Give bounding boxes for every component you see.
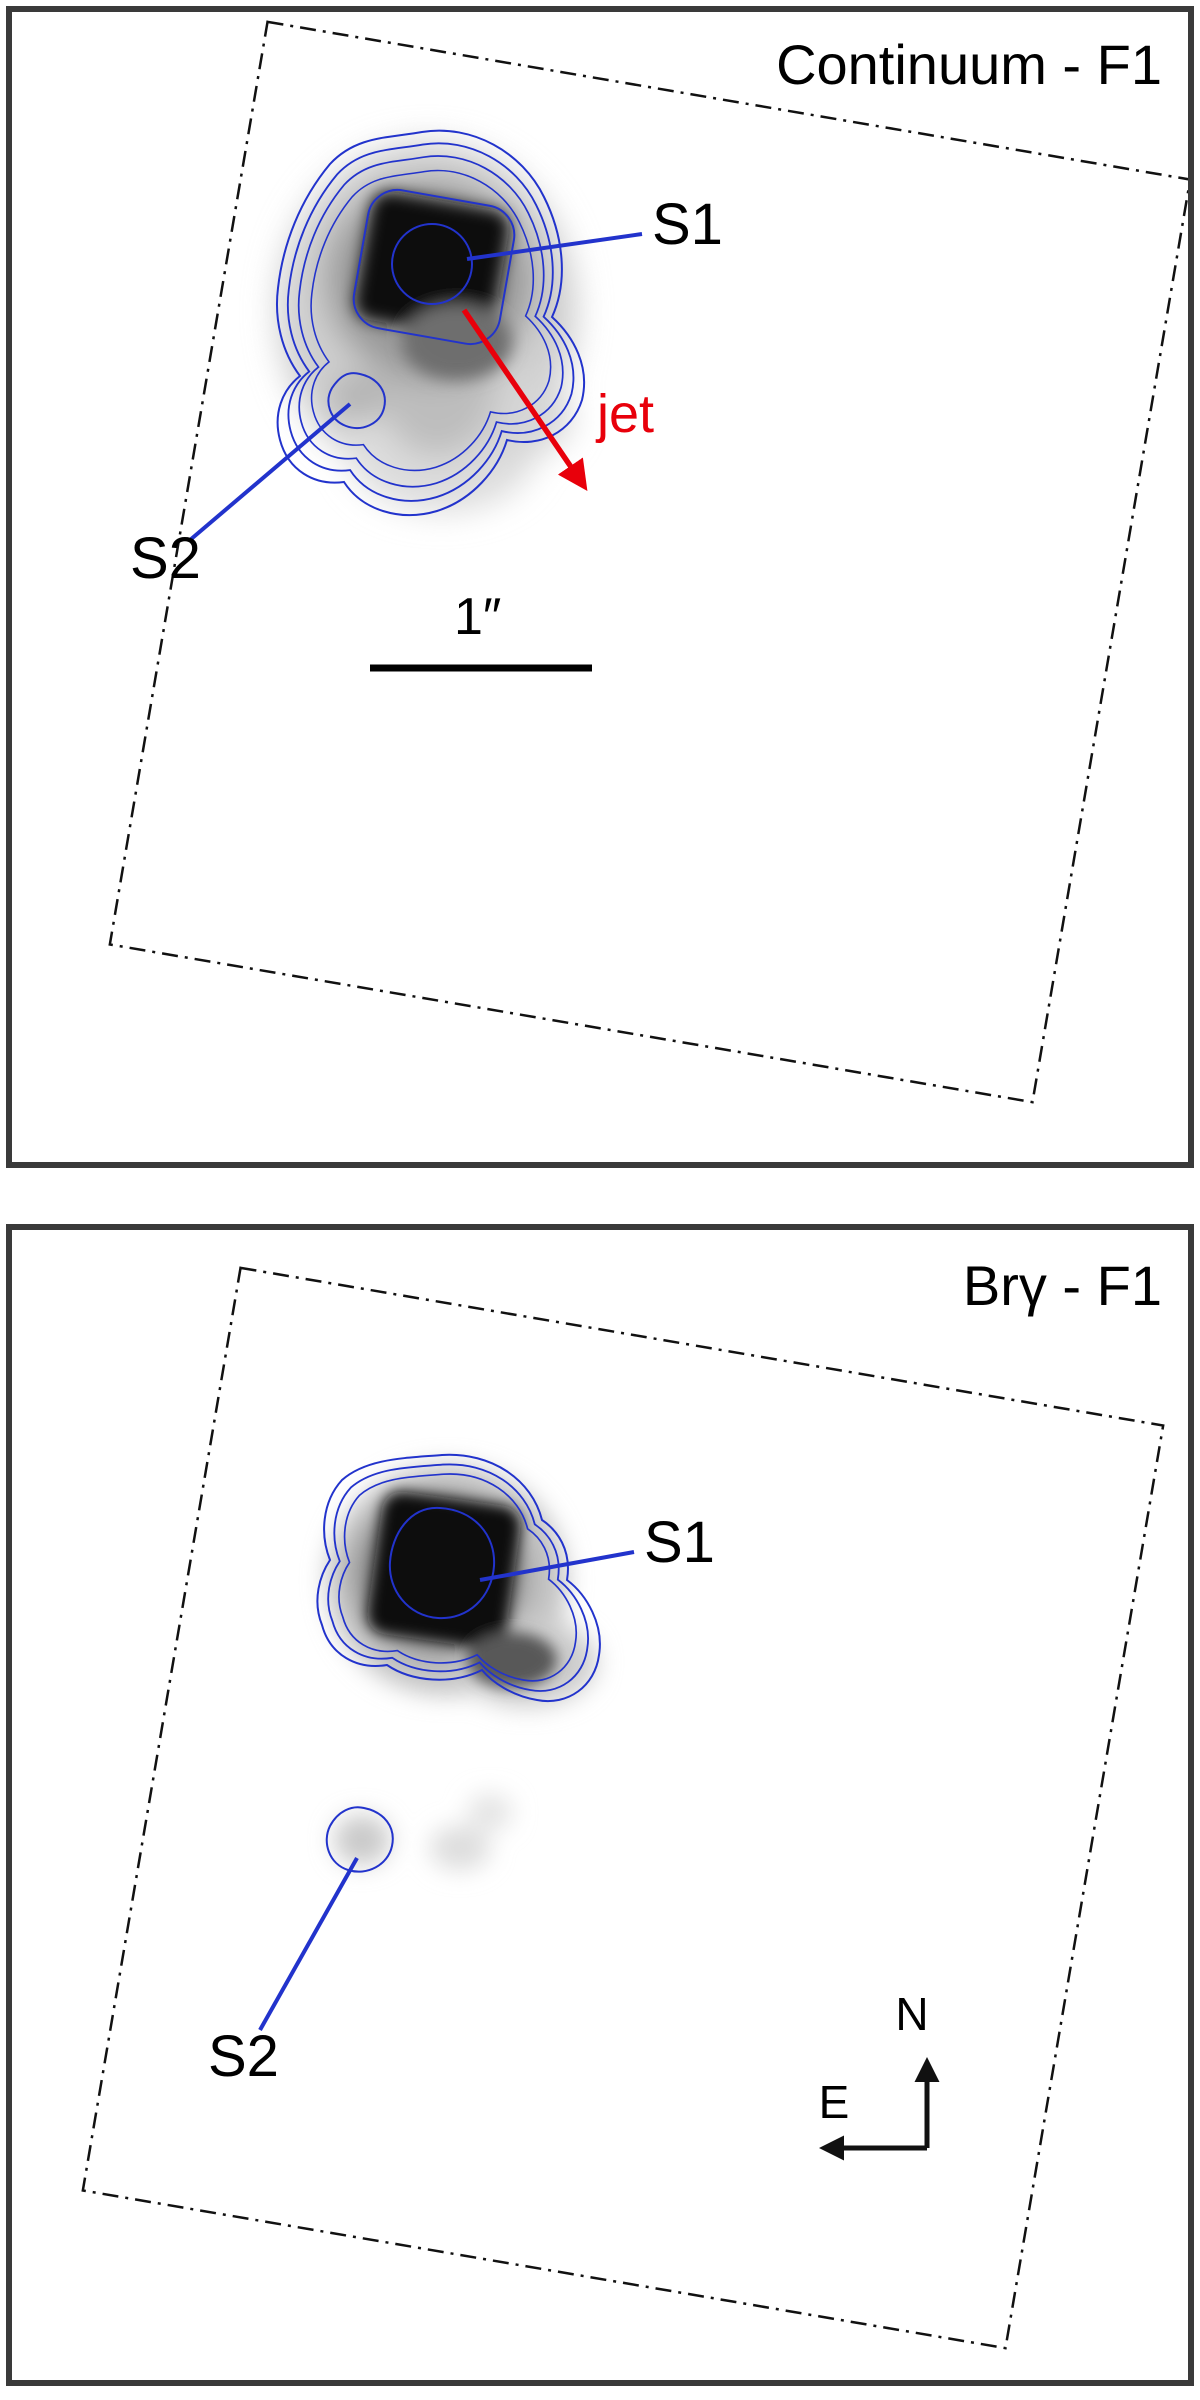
s2-pointer-line (188, 402, 352, 542)
s1-pointer-line (466, 232, 643, 261)
s2-label: S2 (130, 526, 201, 591)
compass-east-label: E (819, 2076, 850, 2128)
panel-title: Brγ - F1 (963, 1254, 1162, 1317)
contour-level-2 (327, 1463, 589, 1692)
contour-level-2 (286, 142, 575, 502)
s2-label: S2 (208, 2024, 279, 2089)
panel-title: Continuum - F1 (776, 33, 1162, 96)
contour-lines (276, 129, 586, 517)
s1-label: S1 (652, 192, 723, 257)
contour-core-peak (391, 223, 473, 305)
compass: N E (819, 1988, 940, 2161)
panel-continuum: Continuum - F1 S1 S2 jet 1″ (6, 6, 1194, 1168)
contour-core-level (352, 188, 516, 346)
two-panel-astronomy-figure: Continuum - F1 S1 S2 jet 1″ (0, 6, 1200, 2400)
s2-pointer-line (258, 1857, 359, 2031)
contour-lines (316, 1453, 601, 1873)
contour-level-3 (338, 1473, 578, 1682)
scale-bar-label: 1″ (454, 588, 501, 646)
jet-arrow (461, 308, 588, 491)
contour-level-1 (276, 129, 586, 517)
panel-brgamma-canvas: Brγ - F1 S1 S2 N E (81, 1254, 1165, 2350)
contour-s2 (327, 372, 386, 429)
panel-continuum-canvas: Continuum - F1 S1 S2 jet 1″ (108, 20, 1188, 1104)
panel-brgamma: Brγ - F1 S1 S2 N E (6, 1224, 1194, 2386)
contour-level-3 (297, 155, 564, 488)
jet-label: jet (595, 384, 654, 444)
s1-label: S1 (644, 1510, 715, 1575)
fov-dashed-border (81, 1266, 1165, 2350)
contour-level-1 (316, 1453, 601, 1703)
fov-dashed-border (108, 20, 1188, 1104)
compass-north-label: N (895, 1988, 928, 2040)
contour-core-peak (388, 1506, 496, 1620)
contour-level-4 (310, 169, 552, 472)
s1-pointer-line (479, 1550, 635, 1582)
emission-core (367, 1491, 557, 1688)
